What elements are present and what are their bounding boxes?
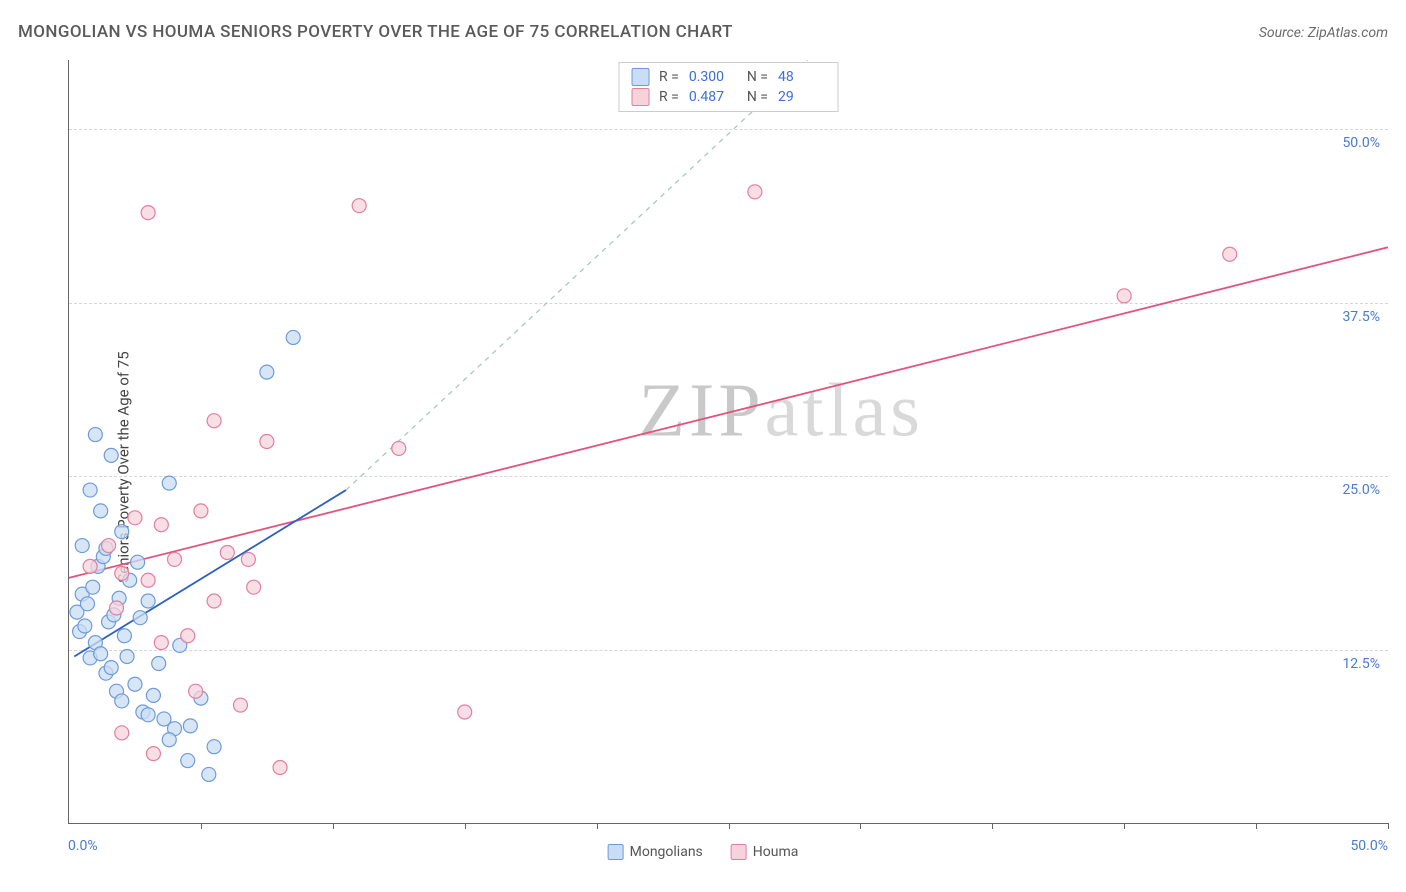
houma-point [102, 539, 116, 553]
houma-point [458, 705, 472, 719]
houma-point [189, 684, 203, 698]
mongolians-point [86, 580, 100, 594]
mongolians-swatch-icon [608, 844, 624, 860]
x-tick [1124, 823, 1125, 829]
houma-point [1117, 289, 1131, 303]
chart-title: MONGOLIAN VS HOUMA SENIORS POVERTY OVER … [18, 22, 733, 42]
mongolians-point [83, 483, 97, 497]
houma-point [146, 747, 160, 761]
legend-item-houma: Houma [731, 844, 799, 860]
houma-point [241, 552, 255, 566]
mongolians-point [115, 694, 129, 708]
mongolians-trend-extension [346, 60, 808, 490]
mongolians-point [75, 539, 89, 553]
houma-point [260, 435, 274, 449]
houma-point [181, 629, 195, 643]
x-tick [465, 823, 466, 829]
x-tick [860, 823, 861, 829]
mongolians-point [202, 767, 216, 781]
houma-point [1223, 247, 1237, 261]
mongolians-point [104, 661, 118, 675]
legend-item-mongolians: Mongolians [608, 844, 703, 860]
mongolians-point [286, 330, 300, 344]
houma-swatch-icon [731, 844, 747, 860]
plot-svg [69, 60, 1388, 823]
houma-point [207, 594, 221, 608]
houma-point [141, 573, 155, 587]
mongolians-point [80, 597, 94, 611]
mongolians-point [146, 688, 160, 702]
houma-r-value: 0.487 [689, 89, 737, 105]
source-label: Source: ZipAtlas.com [1259, 25, 1388, 41]
mongolians-point [104, 448, 118, 462]
houma-point [748, 185, 762, 199]
mongolians-point [181, 754, 195, 768]
houma-point [154, 636, 168, 650]
houma-point [247, 580, 261, 594]
n-label: N = [747, 89, 768, 105]
n-label: N = [747, 69, 768, 85]
houma-point [233, 698, 247, 712]
x-tick [992, 823, 993, 829]
mongolians-point [133, 611, 147, 625]
mongolians-point [260, 365, 274, 379]
plot-region: ZIPatlas R = 0.300 N = 48 R = 0.487 N = … [68, 60, 1388, 824]
houma-point [154, 518, 168, 532]
houma-point [220, 545, 234, 559]
mongolians-point [117, 629, 131, 643]
mongolians-point [141, 708, 155, 722]
mongolians-point [78, 619, 92, 633]
stats-row-mongolians: R = 0.300 N = 48 [631, 67, 826, 87]
mongolians-point [152, 656, 166, 670]
mongolians-point [94, 647, 108, 661]
correlation-stats-box: R = 0.300 N = 48 R = 0.487 N = 29 [618, 62, 839, 112]
houma-point [207, 414, 221, 428]
x-axis-start-label: 0.0% [68, 838, 98, 854]
mongolians-point [94, 504, 108, 518]
mongolians-point [120, 650, 134, 664]
houma-point [141, 206, 155, 220]
x-tick [1388, 823, 1389, 829]
mongolians-point [162, 476, 176, 490]
houma-n-value: 29 [778, 89, 826, 105]
x-tick [729, 823, 730, 829]
houma-trend-line [69, 247, 1388, 584]
houma-point [128, 511, 142, 525]
houma-swatch-icon [631, 88, 649, 106]
mongolians-swatch-icon [631, 68, 649, 86]
r-label: R = [659, 89, 679, 105]
mongolians-n-value: 48 [778, 69, 826, 85]
x-axis-end-label: 50.0% [1350, 838, 1388, 854]
houma-point [115, 566, 129, 580]
mongolians-point [207, 740, 221, 754]
mongolians-point [88, 428, 102, 442]
legend: Mongolians Houma [608, 844, 799, 860]
mongolians-point [131, 555, 145, 569]
houma-point [115, 726, 129, 740]
mongolians-point [141, 594, 155, 608]
r-label: R = [659, 69, 679, 85]
houma-point [168, 552, 182, 566]
legend-label-houma: Houma [753, 844, 799, 860]
houma-point [194, 504, 208, 518]
houma-point [109, 601, 123, 615]
legend-label-mongolians: Mongolians [630, 844, 703, 860]
x-tick [597, 823, 598, 829]
chart-header: MONGOLIAN VS HOUMA SENIORS POVERTY OVER … [18, 22, 1388, 42]
mongolians-point [128, 677, 142, 691]
x-tick [333, 823, 334, 829]
stats-row-houma: R = 0.487 N = 29 [631, 87, 826, 107]
mongolians-point [183, 719, 197, 733]
mongolians-point [162, 733, 176, 747]
x-tick [201, 823, 202, 829]
mongolians-r-value: 0.300 [689, 69, 737, 85]
houma-point [352, 199, 366, 213]
x-tick [1256, 823, 1257, 829]
mongolians-point [115, 525, 129, 539]
houma-point [273, 761, 287, 775]
chart-area: Seniors Poverty Over the Age of 75 ZIPat… [18, 60, 1388, 874]
houma-point [392, 441, 406, 455]
houma-point [83, 559, 97, 573]
